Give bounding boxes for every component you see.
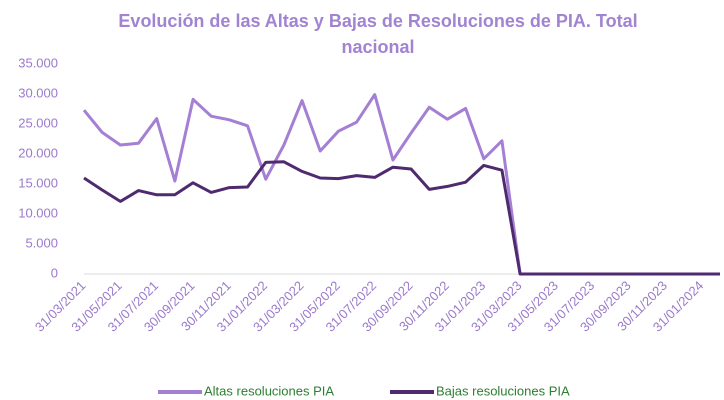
y-tick-label: 15.000 — [18, 175, 58, 190]
chart-title: Evolución de las Altas y Bajas de Resolu… — [118, 11, 637, 57]
y-tick-label: 20.000 — [18, 145, 58, 160]
legend-label: Altas resoluciones PIA — [204, 383, 334, 398]
series-line — [83, 160, 720, 276]
y-tick-label: 5.000 — [25, 235, 58, 250]
y-tick-label: 10.000 — [18, 205, 58, 220]
y-tick-label: 25.000 — [18, 115, 58, 130]
series-line — [82, 93, 720, 276]
y-tick-label: 30.000 — [18, 85, 58, 100]
y-tick-label: 35.000 — [18, 55, 58, 70]
legend-label: Bajas resoluciones PIA — [436, 383, 570, 398]
y-tick-label: 0 — [51, 265, 58, 280]
